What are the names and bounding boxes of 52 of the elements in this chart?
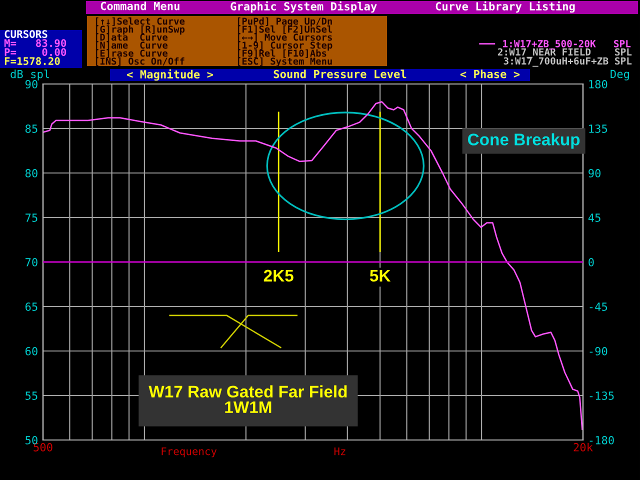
y-tick-label: 55 [26, 392, 38, 400]
y2-tick-label: -90 [590, 347, 608, 356]
text: [INS] Osc On/Off [96, 57, 184, 66]
ref-line-label: 5K [370, 270, 391, 282]
text: [PuPd] Page Up/Dn [238, 17, 332, 27]
text: [G]raph [R]unSwp [96, 25, 185, 35]
text: P= 0.00 [4, 48, 66, 56]
text: < Magnitude > [126, 69, 214, 81]
text: [↑↓]Select Curve [96, 17, 185, 26]
y-axis-title: dB spl [10, 70, 50, 80]
y-tick-label: 85 [25, 124, 38, 133]
y2-tick-label: 90 [588, 169, 601, 178]
y-tick-label: 60 [25, 347, 38, 356]
ref-line-label: 2K5 [264, 270, 294, 282]
text: [ESC] System Menu [238, 57, 332, 67]
text: [D]ata Curve [96, 33, 168, 42]
text: Command Menu [100, 2, 180, 10]
y2-tick-label: 45 [588, 214, 600, 222]
text: 2:W17_NEAR FIELD SPL [498, 48, 632, 58]
y-tick-label: 80 [25, 169, 38, 178]
y2-axis-title: Deg [610, 70, 629, 80]
text: [F9]Rel [F10]Abs [238, 49, 326, 58]
y2-tick-label: -180 [590, 436, 614, 444]
text: F=1578.20 [4, 57, 60, 66]
text: [1-9] Cursor Step [238, 41, 332, 51]
y-tick-label: 70 [26, 258, 38, 266]
text: 3:W17_700uH+6uF+ZB SPL [504, 57, 632, 67]
annotation: Cone Breakup [468, 133, 580, 149]
text: Hz [334, 447, 346, 456]
text: [←→] Move Cursors [238, 33, 332, 42]
y-tick-label: 90 [25, 80, 38, 88]
text: CURSORS [4, 30, 48, 38]
y-tick-label: 65 [25, 302, 38, 311]
text: Graphic System Display [230, 1, 377, 13]
text: [E]rase Curve [96, 49, 168, 58]
y2-tick-label: 0 [588, 258, 594, 266]
text: < Phase > [460, 70, 520, 78]
chart-title: Sound Pressure Level [274, 70, 406, 78]
x-axis-title: Frequency [162, 447, 217, 458]
y2-tick-label: -45 [590, 302, 608, 311]
text: M= 83.90 [4, 39, 66, 48]
y-tick-label: 50 [26, 436, 38, 444]
x-tick-label: 500 [34, 443, 52, 452]
x-tick-label: 20k [574, 442, 593, 452]
y2-tick-label: -135 [590, 392, 614, 400]
y2-tick-label: 180 [589, 80, 608, 88]
text: [N]ame Curve [96, 41, 168, 50]
text: [F1]Sel [F2]UnSel [238, 25, 332, 34]
y2-tick-label: 135 [589, 124, 608, 133]
text: Curve Library Listing [436, 1, 575, 13]
y-tick-label: 75 [26, 214, 38, 222]
annotation: W17 Raw Gated Far Field 1W1M [148, 385, 347, 413]
